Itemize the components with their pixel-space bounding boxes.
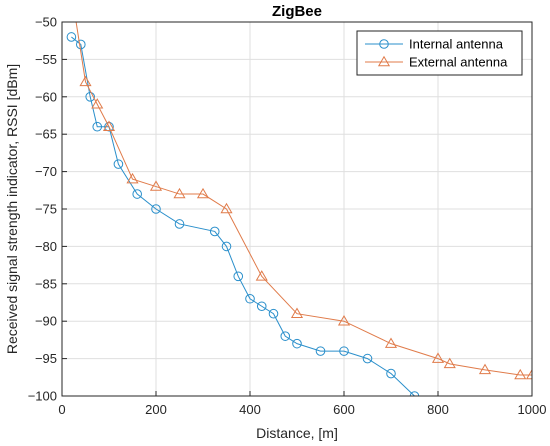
legend-swatch-marker (379, 39, 389, 49)
legend-box (356, 30, 523, 76)
y-tick-label: −75 (35, 202, 57, 217)
data-point (443, 357, 456, 369)
y-tick-label: −95 (35, 351, 57, 366)
data-point (79, 75, 92, 87)
data-point (245, 293, 255, 304)
legend-label: External antenna (409, 55, 508, 70)
y-tick-label: −50 (35, 15, 57, 30)
x-tick-label: 0 (58, 402, 65, 417)
data-point (256, 301, 267, 312)
y-tick-label: −85 (35, 276, 57, 291)
data-point (525, 368, 532, 380)
y-axis-label: Received signal strength indicator, RSSI… (4, 64, 20, 354)
chart-title: ZigBee (272, 3, 322, 20)
series-2 (75, 22, 532, 380)
y-tick-label: −90 (35, 314, 57, 329)
series-line (71, 36, 415, 396)
series-1 (66, 32, 420, 396)
data-point (220, 202, 233, 214)
data-point (255, 270, 268, 281)
data-point (315, 346, 326, 356)
data-point (384, 337, 398, 348)
data-point (196, 187, 210, 199)
data-point (339, 346, 349, 356)
series-line (75, 22, 532, 376)
data-point (149, 180, 163, 191)
x-axis-label: Distance, [m] (256, 425, 338, 441)
data-point (409, 391, 420, 396)
x-tick-label: 600 (333, 402, 355, 417)
data-point (478, 363, 492, 375)
data-point (362, 353, 373, 364)
data-point (173, 187, 186, 199)
legend-swatch-marker (377, 55, 391, 67)
y-tick-label: −70 (35, 164, 57, 179)
y-axis: −100 −95 −90 −85 −80 −75 −70 −65 −60 −55 −50 (28, 15, 67, 404)
data-point (292, 338, 302, 349)
data-point (431, 352, 445, 363)
x-tick-label: 800 (427, 402, 449, 417)
legend-label: Internal antenna (409, 37, 504, 52)
data-point (174, 219, 185, 229)
data-point (386, 368, 396, 379)
data-point (290, 307, 304, 318)
data-point (85, 92, 95, 102)
x-tick-label: 1000 (518, 402, 547, 417)
data-point (151, 204, 161, 214)
x-tick-label: 400 (239, 402, 261, 417)
y-tick-label: −80 (35, 239, 57, 254)
data-point (66, 32, 77, 42)
x-axis: 0 200 400 600 800 1000 (58, 391, 546, 417)
data-point (102, 120, 116, 131)
legend-item: External antenna (365, 55, 508, 70)
grid (61, 21, 533, 397)
data-point (132, 189, 142, 199)
data-point (514, 368, 527, 380)
data-point (337, 315, 351, 326)
x-tick-label: 200 (145, 402, 167, 417)
data-point (91, 98, 104, 109)
data-point (280, 331, 291, 341)
series-layer (66, 22, 532, 396)
y-tick-label: −60 (35, 89, 57, 104)
data-point (126, 172, 139, 184)
data-point (268, 308, 279, 319)
y-tick-label: −65 (35, 127, 57, 142)
legend: Internal antenna External antenna (356, 30, 523, 76)
data-point (113, 159, 124, 169)
y-tick-label: −100 (28, 389, 57, 404)
data-point (209, 226, 220, 237)
legend-item: Internal antenna (365, 37, 504, 52)
data-point (221, 241, 232, 252)
y-tick-label: −55 (35, 52, 57, 67)
data-point (233, 271, 244, 282)
data-point (92, 121, 103, 132)
